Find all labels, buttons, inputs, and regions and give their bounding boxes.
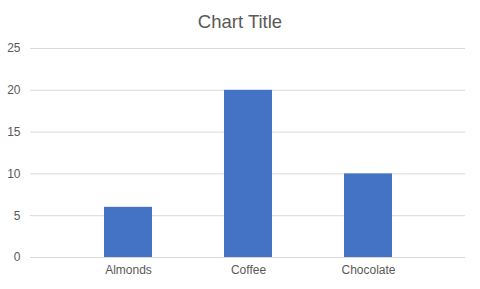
svg-text:25: 25 xyxy=(7,41,21,55)
svg-text:Almonds: Almonds xyxy=(105,263,152,277)
svg-text:15: 15 xyxy=(7,125,21,139)
svg-text:0: 0 xyxy=(14,250,21,264)
svg-text:20: 20 xyxy=(7,83,21,97)
svg-text:Chocolate: Chocolate xyxy=(341,263,395,277)
svg-text:5: 5 xyxy=(14,209,21,223)
svg-text:Coffee: Coffee xyxy=(231,263,266,277)
svg-text:10: 10 xyxy=(7,167,21,181)
html-text:Chart Title: Chart Title xyxy=(197,11,283,32)
